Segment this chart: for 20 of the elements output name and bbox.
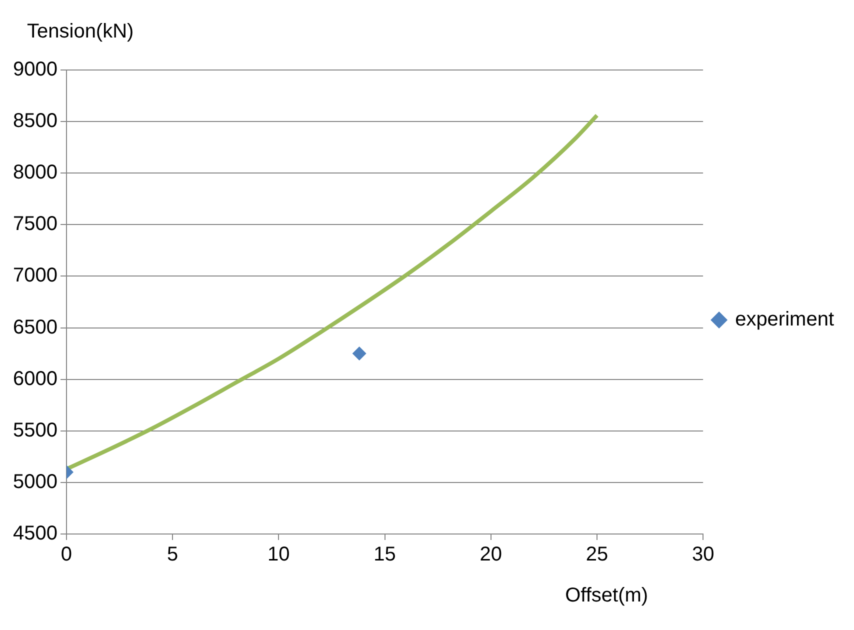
y-tick-label: 5000 <box>12 470 58 493</box>
y-axis-title: Tension(kN) <box>27 20 134 43</box>
y-tick-label: 9000 <box>12 58 58 81</box>
y-tick-label: 8000 <box>12 162 58 184</box>
x-tick-label: 30 <box>692 544 714 566</box>
y-tick-label: 6500 <box>12 316 58 338</box>
y-tick-label: 4500 <box>12 522 58 545</box>
x-tick-label: 25 <box>586 544 608 566</box>
y-tick-label: 7000 <box>12 264 58 287</box>
x-tick-label: 15 <box>374 544 396 566</box>
x-axis-title: Offset(m) <box>565 584 648 607</box>
y-tick-label: 6000 <box>12 368 58 390</box>
y-tick-label: 8500 <box>12 110 58 132</box>
x-tick-label: 20 <box>480 544 502 566</box>
x-tick-label: 10 <box>268 544 290 566</box>
y-tick-label: 7500 <box>12 213 58 236</box>
y-tick-label: 5500 <box>12 419 58 442</box>
x-tick-label: 0 <box>60 544 72 566</box>
legend-label: experiment <box>735 308 834 331</box>
x-tick-label: 5 <box>167 544 178 566</box>
